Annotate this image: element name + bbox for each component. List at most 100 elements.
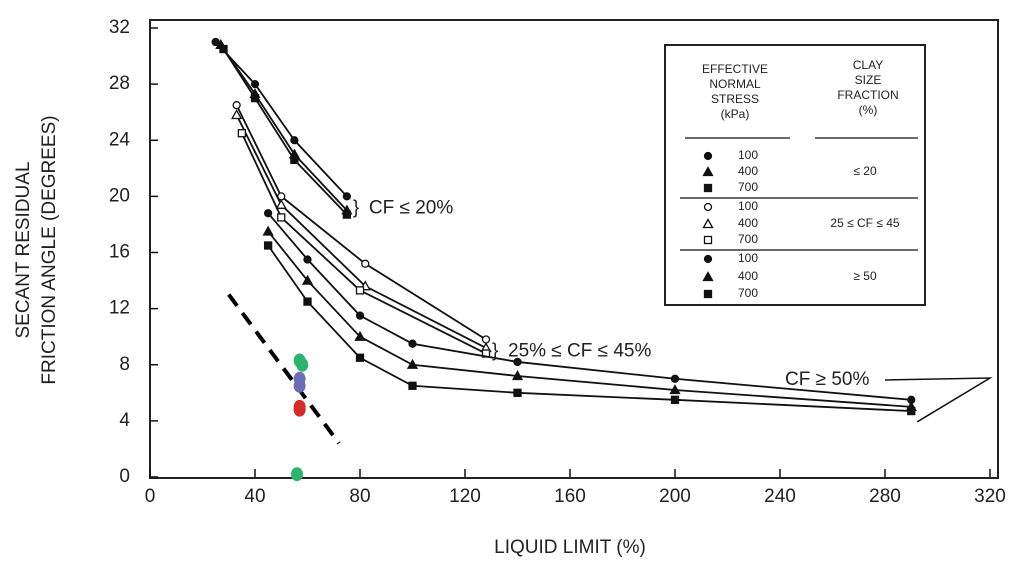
legend-header: EFFECTIVE [702,62,768,76]
dashed-line [227,293,341,445]
x-tick-label: 320 [974,486,1006,507]
y-tick-label: 20 [109,185,130,206]
x-tick-label: 40 [244,486,265,507]
data-point [301,274,314,285]
y-tick-label: 24 [109,129,131,150]
legend-label: 100 [738,199,758,213]
legend-marker [702,271,714,282]
data-point [361,259,370,268]
overlay-point [293,402,306,417]
overlay-point [296,357,309,372]
y-tick-label: 32 [109,17,130,38]
y-tick-label: 16 [109,242,130,263]
annotation: 25% ≤ CF ≤ 45% [508,341,651,362]
legend-label: 400 [738,164,758,178]
data-point [263,241,273,250]
data-point [275,198,287,209]
legend-marker [702,166,714,177]
legend-label: 100 [738,251,758,265]
data-point [232,101,241,110]
legend-marker [703,202,713,212]
data-point [262,225,274,236]
overlay-point [291,467,303,482]
curve [214,41,348,197]
legend-group-label: ≥ 50 [853,269,877,283]
data-point [355,311,365,320]
legend-group-label: 25 ≤ CF ≤ 45 [830,216,900,230]
data-point [342,210,352,219]
data-point [290,136,299,145]
curve [241,132,487,355]
y-tick-label: 8 [119,354,130,375]
data-point [231,109,243,120]
legend-label: 700 [738,286,758,300]
y-tick-label: 28 [109,73,130,94]
x-axis-title: LIQUID LIMIT (%) [494,537,646,558]
curve [235,104,487,341]
data-point [290,155,299,165]
x-tick-label: 160 [554,486,586,507]
x-tick-label: 200 [659,486,691,507]
data-point [354,330,366,341]
data-point [408,339,417,348]
data-point [355,286,365,295]
y-axis-title: FRICTION ANGLE (DEGREES) [39,115,60,384]
data-point [481,335,491,344]
legend-header: SIZE [855,73,882,87]
x-tick-label: 120 [449,486,481,507]
legend-marker [703,183,713,193]
data-point [408,381,417,390]
data-point [237,129,247,138]
overlay-point [293,378,306,393]
legend-marker [703,254,713,264]
data-point [670,395,680,404]
x-tick-label: 280 [869,486,901,507]
data-point [355,353,365,362]
legend-marker [703,235,713,245]
legend-header: STRESS [711,92,759,106]
annotation: CF ≥ 50% [785,369,869,390]
legend-label: 100 [738,148,758,162]
legend-label: 400 [738,216,758,230]
data-point [277,213,286,222]
data-point [511,370,524,381]
y-axis-title: SECANT RESIDUAL [13,161,34,338]
y-tick-label: 0 [119,466,130,487]
data-point [342,192,352,201]
legend-label: 700 [738,232,758,246]
plot-frame [149,19,999,479]
legend-header: (%) [859,103,878,117]
legend-header: FRACTION [837,88,898,102]
data-point [219,44,228,54]
annotation-leader [884,377,993,423]
legend-label: 400 [738,269,758,283]
brace: } [353,197,359,218]
legend-header: CLAY [853,58,883,72]
data-point [250,79,260,89]
x-tick-label: 0 [145,486,156,507]
legend-header: NORMAL [709,77,761,91]
legend-marker [703,289,713,299]
data-point [303,297,312,306]
x-tick-label: 80 [349,486,370,507]
data-point [406,358,419,369]
data-point [669,384,681,395]
curve [222,48,348,216]
brace: } [492,341,498,362]
data-point [250,94,260,103]
data-point [670,374,680,383]
annotation: CF ≤ 20% [369,197,453,218]
curve [235,114,487,349]
legend-marker [703,151,713,161]
data-point [303,255,312,264]
data-point [513,357,522,367]
data-point [907,406,916,416]
legend-marker [702,218,714,229]
data-point [263,209,273,218]
legend-group-label: ≤ 20 [853,164,877,178]
x-tick-label: 240 [764,486,796,507]
legend-label: 700 [738,180,758,194]
legend-header: (kPa) [721,107,750,121]
y-tick-label: 12 [109,298,130,319]
